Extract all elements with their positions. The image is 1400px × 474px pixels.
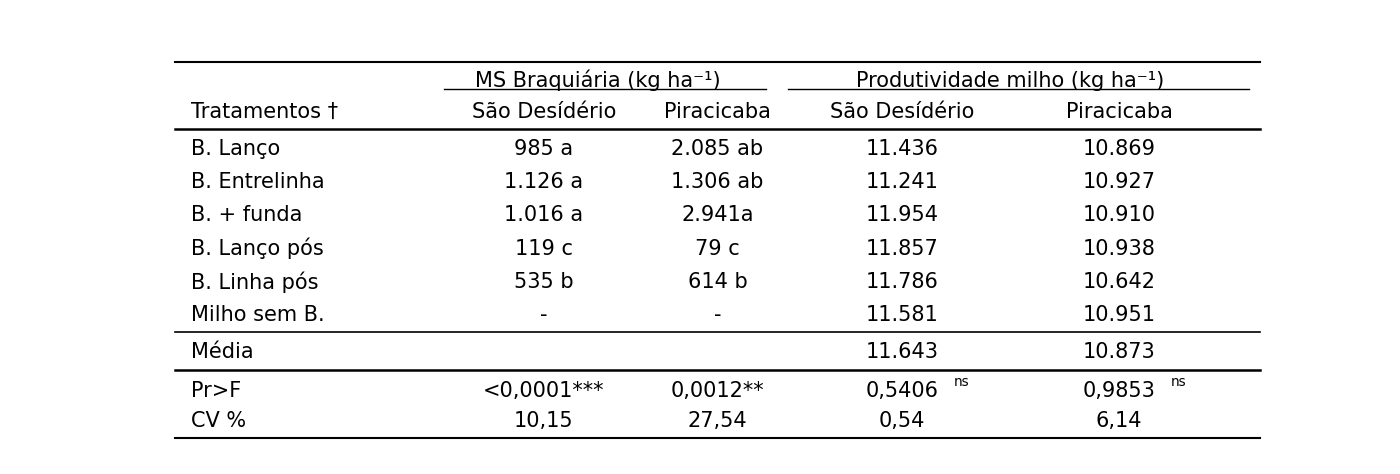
Text: CV %: CV % — [192, 411, 246, 431]
Text: 0,9853: 0,9853 — [1082, 381, 1155, 401]
Text: 10,15: 10,15 — [514, 411, 574, 431]
Text: ns: ns — [1170, 375, 1186, 389]
Text: B. + funda: B. + funda — [192, 205, 302, 226]
Text: 119 c: 119 c — [515, 239, 573, 259]
Text: 11.643: 11.643 — [865, 342, 938, 362]
Text: 10.938: 10.938 — [1082, 239, 1155, 259]
Text: 10.869: 10.869 — [1082, 139, 1155, 159]
Text: Piracicaba: Piracicaba — [664, 102, 771, 122]
Text: 11.581: 11.581 — [865, 305, 938, 325]
Text: <0,0001***: <0,0001*** — [483, 381, 605, 401]
Text: Piracicaba: Piracicaba — [1065, 102, 1172, 122]
Text: B. Lanço pós: B. Lanço pós — [192, 238, 323, 259]
Text: Tratamentos †: Tratamentos † — [192, 102, 339, 122]
Text: 1.016 a: 1.016 a — [504, 205, 584, 226]
Text: -: - — [714, 305, 721, 325]
Text: São Desídério: São Desídério — [830, 102, 974, 122]
Text: 1.306 ab: 1.306 ab — [672, 172, 763, 192]
Text: 10.873: 10.873 — [1082, 342, 1155, 362]
Text: 2.941a: 2.941a — [682, 205, 753, 226]
Text: 10.642: 10.642 — [1082, 272, 1155, 292]
Text: 0,5406: 0,5406 — [865, 381, 938, 401]
Text: 0,0012**: 0,0012** — [671, 381, 764, 401]
Text: 11.786: 11.786 — [865, 272, 938, 292]
Text: 1.126 a: 1.126 a — [504, 172, 584, 192]
Text: 0,54: 0,54 — [879, 411, 925, 431]
Text: Média: Média — [192, 342, 253, 362]
Text: Milho sem B.: Milho sem B. — [192, 305, 325, 325]
Text: 614 b: 614 b — [687, 272, 748, 292]
Text: 10.910: 10.910 — [1082, 205, 1155, 226]
Text: 10.927: 10.927 — [1082, 172, 1155, 192]
Text: 985 a: 985 a — [514, 139, 574, 159]
Text: B. Linha pós: B. Linha pós — [192, 271, 319, 292]
Text: 11.857: 11.857 — [865, 239, 938, 259]
Text: 2.085 ab: 2.085 ab — [672, 139, 763, 159]
Text: 79 c: 79 c — [696, 239, 739, 259]
Text: 10.951: 10.951 — [1082, 305, 1155, 325]
Text: 6,14: 6,14 — [1096, 411, 1142, 431]
Text: ns: ns — [953, 375, 969, 389]
Text: 27,54: 27,54 — [687, 411, 748, 431]
Text: Produtividade milho (kg ha⁻¹): Produtividade milho (kg ha⁻¹) — [857, 71, 1165, 91]
Text: 11.241: 11.241 — [865, 172, 938, 192]
Text: 11.954: 11.954 — [865, 205, 938, 226]
Text: B. Entrelinha: B. Entrelinha — [192, 172, 325, 192]
Text: Pr>F: Pr>F — [192, 381, 242, 401]
Text: São Desídério: São Desídério — [472, 102, 616, 122]
Text: MS Braquiária (kg ha⁻¹): MS Braquiária (kg ha⁻¹) — [476, 70, 721, 91]
Text: 535 b: 535 b — [514, 272, 574, 292]
Text: 11.436: 11.436 — [865, 139, 938, 159]
Text: -: - — [540, 305, 547, 325]
Text: B. Lanço: B. Lanço — [192, 139, 280, 159]
